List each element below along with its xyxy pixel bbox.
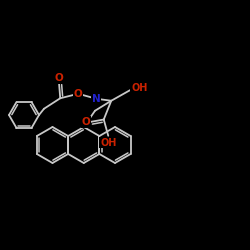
Text: O: O [74,89,82,99]
Text: O: O [55,74,64,84]
Text: O: O [82,117,90,127]
Text: OH: OH [131,83,148,93]
Text: OH: OH [100,138,116,147]
Text: N: N [92,94,100,104]
